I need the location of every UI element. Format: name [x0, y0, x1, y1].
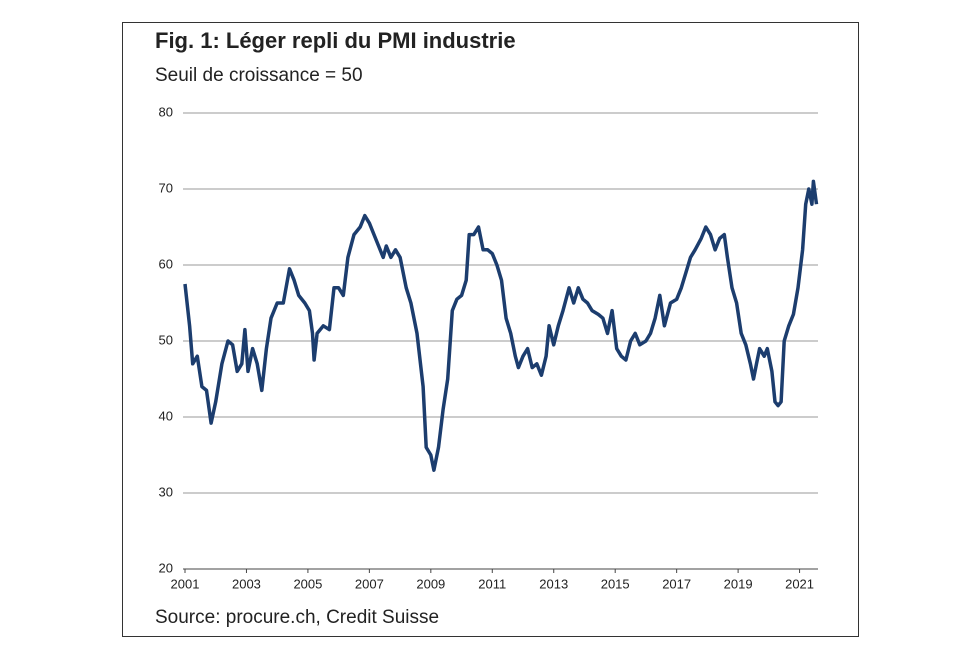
chart-subtitle: Seuil de croissance = 50: [155, 65, 363, 86]
x-tick-label: 2009: [416, 576, 445, 591]
x-tick-label: 2005: [293, 576, 322, 591]
frame: [122, 22, 859, 637]
y-tick-label: 30: [159, 484, 173, 499]
x-tick-label: 2003: [232, 576, 261, 591]
source: Source: procure.ch, Credit Suisse: [155, 607, 439, 628]
y-tick-label: 80: [159, 104, 173, 119]
line: [183, 179, 819, 472]
x-tick-label: 2011: [478, 576, 506, 591]
y-tick-label: 40: [159, 408, 173, 423]
x-tick-label: 2021: [785, 576, 814, 591]
chart-title: Fig. 1: Léger repli du PMI industrie: [155, 28, 516, 53]
x-tick-label: 2019: [724, 576, 753, 591]
x-tick-label: 2001: [171, 576, 200, 591]
y-tick-label: 20: [159, 560, 173, 575]
y-tick-label: 50: [159, 332, 173, 347]
x-tick-label: 2015: [601, 576, 630, 591]
x-tick-label: 2013: [539, 576, 568, 591]
y-tick-label: 70: [159, 180, 173, 195]
x-tick-label: 2017: [662, 576, 691, 591]
x-tick-label: 2007: [355, 576, 384, 591]
y-tick-label: 60: [159, 256, 173, 271]
